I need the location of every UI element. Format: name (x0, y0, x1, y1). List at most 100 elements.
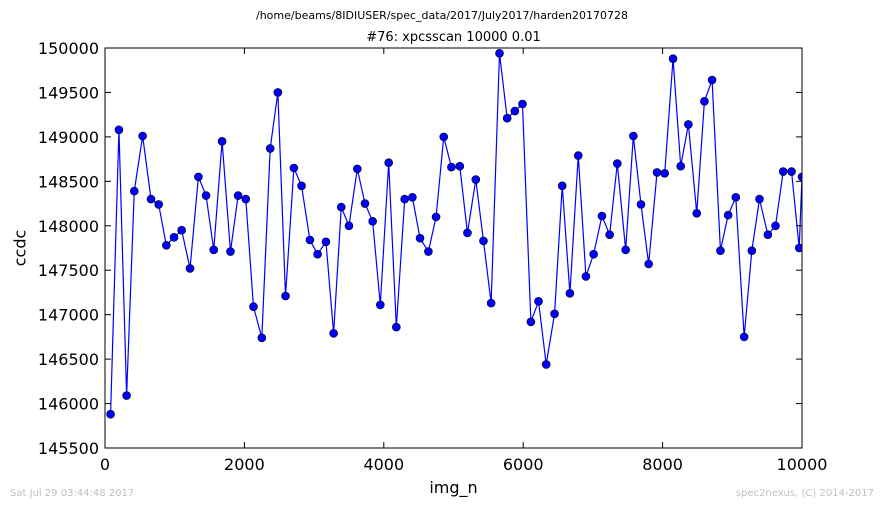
data-point (281, 291, 290, 301)
data-point (336, 202, 346, 212)
data-point (644, 259, 653, 269)
data-point (692, 209, 702, 218)
data-point (541, 360, 551, 369)
data-point (201, 191, 211, 200)
x-tick-label: 2000 (224, 455, 265, 474)
data-point (353, 164, 362, 174)
data-point (605, 230, 614, 239)
data-point (344, 221, 354, 231)
data-point (289, 163, 299, 173)
data-point (747, 246, 757, 255)
data-point (177, 225, 186, 235)
data-point (400, 194, 410, 204)
data-point (447, 162, 456, 172)
data-point (723, 210, 733, 220)
y-tick-label: 149000 (38, 128, 99, 147)
data-point (707, 75, 717, 85)
data-point (376, 300, 385, 310)
data-point (778, 167, 788, 176)
y-tick-label: 148000 (38, 217, 99, 236)
data-point (114, 125, 124, 135)
footer-timestamp: Sat Jul 29 03:44:48 2017 (10, 488, 135, 499)
y-tick-label: 146000 (38, 395, 99, 414)
series-line (109, 53, 802, 415)
data-point (321, 237, 331, 247)
data-point (257, 333, 267, 343)
figure-suptitle: /home/beams/8IDIUSER/spec_data/2017/July… (256, 9, 628, 22)
footer-credit: spec2nexus, (C) 2014-2017 (735, 488, 874, 499)
data-point (612, 159, 622, 168)
data-point (636, 200, 646, 209)
x-axis-label: img_n (429, 478, 478, 497)
x-tick-label: 10000 (777, 455, 828, 474)
data-point (787, 167, 796, 176)
data-point (700, 97, 709, 106)
data-point (771, 221, 780, 231)
data-point (510, 106, 520, 116)
data-point (185, 264, 195, 273)
data-point (273, 88, 283, 97)
data-point (495, 49, 504, 58)
series-group (106, 49, 802, 419)
data-point (581, 272, 591, 281)
data-point (360, 199, 370, 208)
data-point (716, 246, 725, 255)
series-layer (106, 49, 802, 419)
x-tick-label: 6000 (503, 455, 544, 474)
data-point (313, 249, 322, 259)
data-point (233, 191, 243, 200)
data-point (676, 161, 686, 171)
data-point (415, 233, 425, 243)
data-point (684, 120, 693, 129)
data-point (162, 241, 171, 250)
data-point (479, 236, 488, 246)
data-point (122, 391, 131, 400)
data-point (557, 181, 567, 191)
y-tick-label: 150000 (38, 39, 99, 58)
data-point (408, 193, 417, 202)
data-point (797, 172, 802, 182)
data-point (392, 322, 401, 332)
data-point (660, 169, 669, 178)
plot-frame (104, 47, 803, 449)
y-tick-label: 148500 (38, 172, 99, 191)
data-point (265, 144, 275, 153)
data-point (431, 212, 441, 222)
data-point (502, 113, 512, 123)
data-point (217, 137, 227, 146)
data-point (794, 243, 802, 253)
data-point (550, 309, 559, 319)
data-point (106, 409, 115, 419)
data-point (424, 247, 433, 256)
x-tick-label: 0 (100, 455, 110, 474)
data-point (138, 131, 147, 141)
data-point (629, 131, 638, 141)
data-point (439, 132, 449, 142)
data-point (621, 245, 630, 255)
data-point (486, 298, 496, 308)
data-point (249, 302, 258, 311)
y-tick-label: 145500 (38, 439, 99, 458)
data-point (731, 193, 741, 202)
data-point (384, 158, 393, 167)
data-point (154, 200, 163, 209)
data-point (471, 175, 481, 184)
y-tick-label: 147000 (38, 306, 99, 325)
data-point (526, 317, 536, 327)
data-point (668, 54, 678, 63)
y-axis-label: ccdc (10, 229, 30, 267)
x-tick-label: 8000 (642, 455, 683, 474)
data-point (297, 181, 306, 191)
data-point (573, 151, 583, 160)
y-tick-label: 146500 (38, 350, 99, 369)
data-point (129, 186, 139, 196)
data-point (329, 329, 338, 338)
data-point (597, 211, 607, 221)
data-point (146, 194, 156, 204)
y-tick-label: 149500 (38, 83, 99, 102)
data-point (534, 297, 543, 306)
data-point (565, 289, 575, 298)
data-point (589, 249, 598, 259)
x-tick-label: 4000 (363, 455, 404, 474)
